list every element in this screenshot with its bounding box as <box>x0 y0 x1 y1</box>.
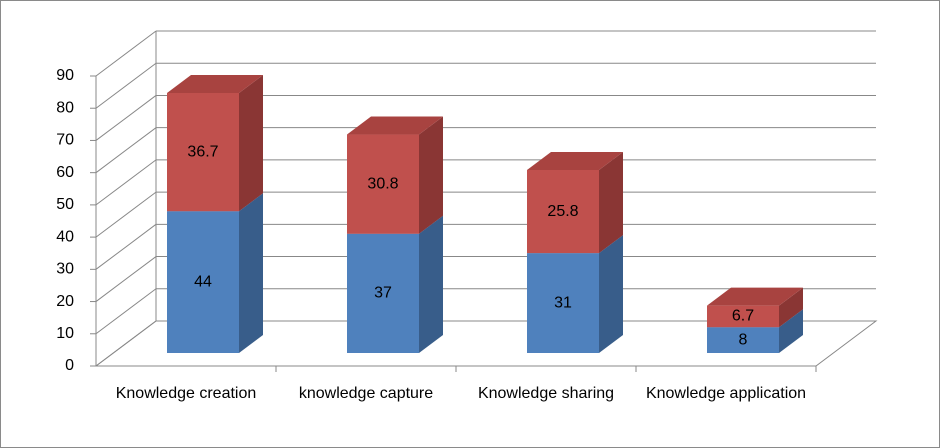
grid-line <box>95 191 157 238</box>
bar-side <box>599 151 623 254</box>
grid-line <box>95 159 157 206</box>
bar <box>347 134 419 234</box>
grid-line <box>95 30 157 77</box>
y-tick-label: 20 <box>56 293 74 310</box>
grid-line <box>95 256 157 302</box>
y-tick-label: 80 <box>56 99 74 116</box>
data-label: 8 <box>739 331 748 348</box>
bar-side <box>239 74 263 212</box>
grid-line <box>95 62 157 109</box>
bar-side <box>779 287 803 328</box>
data-label: 36.7 <box>187 143 218 160</box>
bar-side <box>779 309 803 353</box>
bar <box>167 92 239 212</box>
y-tick-label: 40 <box>56 228 74 245</box>
bar-top <box>707 287 803 306</box>
y-tick-label: 70 <box>56 132 74 149</box>
bar <box>707 305 779 328</box>
bar <box>347 233 419 353</box>
bar-side <box>599 235 623 353</box>
bar-top <box>347 116 443 135</box>
bar-side <box>419 116 443 234</box>
data-label: 25.8 <box>547 203 578 220</box>
grid-line <box>95 320 157 367</box>
y-tick-label: 30 <box>56 261 74 278</box>
grid-line <box>95 223 157 270</box>
bar-side <box>419 215 443 353</box>
y-tick-label: 50 <box>56 196 74 213</box>
bar <box>527 253 599 353</box>
x-tick-label: knowledge capture <box>298 385 434 402</box>
grid-line <box>95 127 157 174</box>
bar-top <box>527 151 623 170</box>
data-label: 44 <box>194 273 212 290</box>
grid-line <box>95 95 157 141</box>
x-tick-label: Knowledge sharing <box>477 385 615 402</box>
y-tick-label: 90 <box>56 67 74 84</box>
bar-top <box>167 74 263 93</box>
y-tick-label: 0 <box>65 357 74 374</box>
y-tick-label: 60 <box>56 164 74 181</box>
bar <box>167 211 239 353</box>
bar <box>527 169 599 254</box>
x-tick-label: Knowledge application <box>645 385 807 402</box>
x-tick-label: Knowledge creation <box>115 385 257 402</box>
data-label: 6.7 <box>732 308 754 325</box>
data-label: 30.8 <box>367 175 398 192</box>
data-label: 37 <box>374 285 392 302</box>
grid-line <box>95 288 157 335</box>
data-label: 31 <box>554 294 572 311</box>
bar-side <box>239 193 263 353</box>
bar <box>707 327 779 353</box>
y-tick-label: 10 <box>56 325 74 342</box>
